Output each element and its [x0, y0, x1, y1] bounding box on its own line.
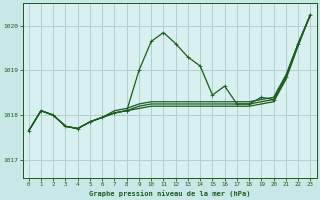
X-axis label: Graphe pression niveau de la mer (hPa): Graphe pression niveau de la mer (hPa)	[89, 190, 250, 197]
